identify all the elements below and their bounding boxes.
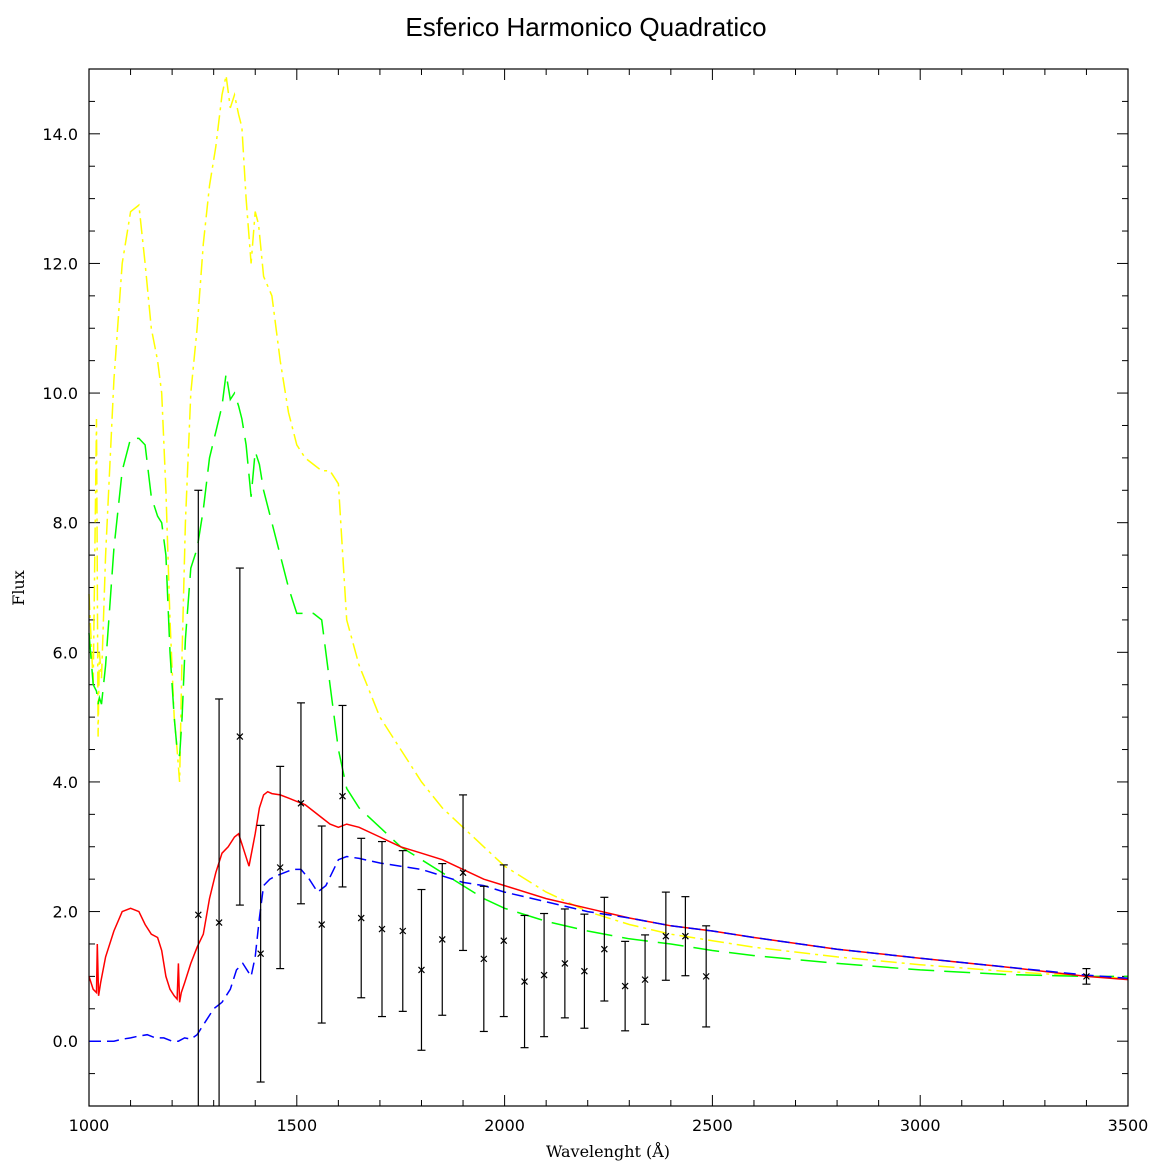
error-point [215, 698, 224, 1106]
y-tick-labels: 0.0 2.0 4.0 6.0 8.0 10.0 12.0 14.0 [42, 125, 78, 1051]
error-point [702, 925, 711, 1028]
error-point [317, 825, 326, 1024]
error-point [438, 863, 447, 1016]
error-point [417, 888, 426, 1051]
x-marker [600, 945, 608, 953]
x-marker [357, 914, 365, 922]
error-point [661, 891, 670, 981]
y-axis-label: Flux [9, 570, 28, 606]
y-tick-label: 8.0 [53, 514, 78, 533]
error-point [681, 896, 690, 977]
error-point [540, 912, 549, 1038]
error-points-layer [194, 489, 1091, 1106]
x-marker [500, 937, 508, 945]
x-marker [215, 919, 223, 927]
y-tick-label: 14.0 [42, 125, 78, 144]
error-point [398, 850, 407, 1012]
axis-ticks [88, 68, 1129, 1107]
x-tick-label: 1000 [69, 1116, 110, 1135]
x-marker [561, 959, 569, 967]
y-tick-label: 10.0 [42, 384, 78, 403]
x-marker [339, 792, 346, 800]
x-tick-label: 2500 [692, 1116, 733, 1135]
x-marker [641, 976, 649, 984]
series-layer [88, 75, 1129, 1042]
x-marker [540, 971, 548, 979]
x-marker [480, 955, 488, 963]
error-point [338, 704, 347, 888]
error-point [194, 489, 203, 1106]
error-point [357, 837, 366, 999]
x-marker [418, 966, 425, 974]
x-tick-label: 3500 [1108, 1116, 1149, 1135]
error-point [520, 914, 529, 1049]
plot-frame [88, 68, 1129, 1107]
x-marker [276, 864, 284, 871]
error-point [479, 885, 488, 1033]
error-point [459, 794, 468, 952]
x-marker [236, 733, 244, 740]
y-tick-label: 6.0 [53, 643, 78, 662]
x-marker [459, 869, 467, 877]
error-point [560, 908, 569, 1019]
x-axis-label: Wavelenght (Å) [546, 1141, 670, 1161]
x-marker [297, 799, 305, 807]
error-point [235, 567, 244, 906]
x-marker [662, 932, 670, 940]
x-tick-label: 3000 [900, 1116, 941, 1135]
error-point [499, 864, 508, 1018]
error-point [276, 765, 285, 970]
series-line-4 [89, 855, 1129, 1042]
error-point [1082, 967, 1091, 985]
y-tick-label: 12.0 [42, 254, 78, 273]
y-tick-label: 2.0 [53, 903, 78, 922]
x-marker [194, 911, 202, 919]
error-point [377, 840, 386, 1018]
x-marker [580, 967, 588, 975]
x-marker [378, 925, 386, 933]
error-point [296, 702, 305, 905]
x-marker [621, 982, 629, 990]
x-marker [257, 950, 265, 958]
x-marker [681, 932, 689, 940]
x-marker [399, 927, 407, 935]
x-marker [438, 936, 446, 943]
x-tick-label: 1500 [276, 1116, 317, 1135]
series-line-3 [88, 790, 1129, 1003]
x-marker [1083, 972, 1090, 980]
x-marker [702, 972, 710, 980]
error-point [580, 913, 589, 1029]
x-marker [318, 921, 326, 928]
error-point [600, 896, 609, 1002]
x-marker [521, 978, 528, 985]
series-line-1 [88, 75, 1129, 980]
series-line-2 [88, 373, 1128, 978]
x-tick-labels: 1000 1500 2000 2500 3000 3500 [69, 1116, 1149, 1135]
error-point [621, 940, 630, 1032]
y-tick-label: 0.0 [53, 1032, 78, 1051]
x-tick-label: 2000 [484, 1116, 525, 1135]
y-tick-label: 4.0 [53, 773, 78, 792]
chart-title: Esferico Harmonico Quadratico [405, 12, 766, 42]
error-point [641, 934, 650, 1025]
error-point [256, 824, 265, 1083]
